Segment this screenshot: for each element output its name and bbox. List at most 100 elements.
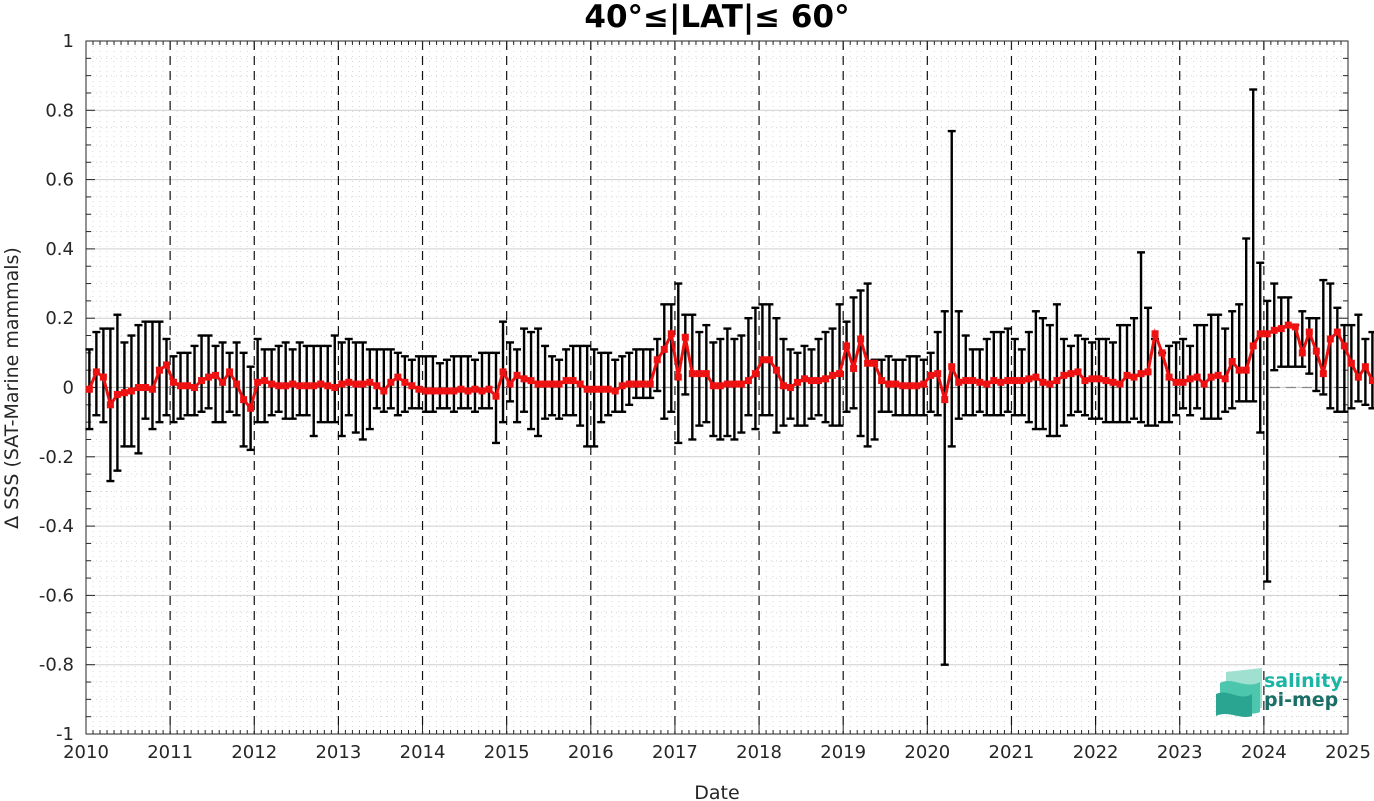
data-point (85, 385, 93, 393)
data-point (878, 377, 886, 385)
y-tick-label: 0.4 (45, 239, 74, 260)
data-point (1088, 375, 1096, 383)
data-point (1270, 326, 1278, 334)
x-tick-label: 2013 (315, 742, 361, 763)
data-point (359, 380, 367, 388)
data-point (758, 356, 766, 364)
data-point (1193, 373, 1201, 381)
data-point (934, 370, 942, 378)
x-tick-label: 2018 (736, 742, 782, 763)
data-point (177, 382, 185, 390)
data-point (709, 382, 717, 390)
data-point (169, 378, 177, 386)
data-point (618, 382, 626, 390)
data-point (205, 373, 213, 381)
data-point (1361, 363, 1369, 371)
data-point (955, 378, 963, 386)
data-point (394, 373, 402, 381)
data-point (401, 378, 409, 386)
data-point (1347, 359, 1355, 367)
data-point (380, 387, 388, 395)
data-point (464, 387, 472, 395)
data-point (906, 382, 914, 390)
x-tick-label: 2015 (484, 742, 530, 763)
data-point (1011, 377, 1019, 385)
data-point (632, 380, 640, 388)
data-point (317, 380, 325, 388)
data-point (457, 385, 465, 393)
data-point (730, 380, 738, 388)
data-point (569, 377, 577, 385)
data-point (1326, 335, 1334, 343)
data-point (1102, 377, 1110, 385)
data-point (1158, 349, 1166, 357)
data-point (1074, 368, 1082, 376)
data-point (1151, 330, 1159, 338)
data-point (1172, 378, 1180, 386)
data-point (506, 380, 514, 388)
data-point (113, 390, 121, 398)
y-tick-label: -0.6 (39, 585, 74, 606)
y-tick-label: -1 (56, 724, 74, 745)
data-point (1186, 375, 1194, 383)
data-point (604, 385, 612, 393)
data-point (639, 380, 647, 388)
data-point (120, 389, 128, 397)
data-point (1284, 321, 1292, 329)
data-point (1291, 323, 1299, 331)
data-point (1130, 373, 1138, 381)
data-point (681, 333, 689, 341)
data-point (941, 396, 949, 404)
chart-title: 40°≤|LAT|≤ 60° (584, 0, 849, 35)
data-point (997, 378, 1005, 386)
x-tick-label: 2016 (568, 742, 614, 763)
data-point (1137, 370, 1145, 378)
data-point (786, 384, 794, 391)
data-point (148, 385, 156, 393)
data-point (226, 368, 234, 376)
x-tick-label: 2019 (820, 742, 866, 763)
data-point (1340, 342, 1348, 350)
x-tick-label: 2023 (1157, 742, 1203, 763)
data-point (345, 378, 353, 386)
y-tick-label: 0.6 (45, 170, 74, 191)
data-point (198, 377, 206, 385)
data-point (1256, 330, 1264, 338)
data-point (520, 375, 528, 383)
data-point (822, 375, 830, 383)
y-tick-label: -0.2 (39, 447, 74, 468)
data-point (485, 385, 493, 393)
data-point (436, 387, 444, 395)
data-point (1242, 366, 1250, 374)
data-point (1214, 371, 1222, 379)
data-point (127, 387, 135, 395)
data-point (541, 380, 549, 388)
data-point (800, 375, 808, 383)
x-tick-label: 2014 (400, 742, 446, 763)
data-point (141, 384, 149, 391)
data-point (478, 387, 486, 395)
data-point (850, 364, 858, 372)
data-point (303, 382, 311, 390)
data-point (443, 387, 451, 395)
data-point (969, 377, 977, 385)
data-point (948, 363, 956, 371)
x-tick-labels: 2010 2011 2012 2013 2014 2015 2016 2017 2018 2019… (63, 742, 1371, 763)
data-point (373, 382, 381, 390)
data-point (920, 380, 928, 388)
data-point (1095, 375, 1103, 383)
data-point (625, 380, 633, 388)
data-point (261, 377, 269, 385)
data-point (1228, 358, 1236, 366)
y-axis-label: Δ SSS (SAT-Marine mammals) (1, 247, 23, 529)
data-point (1018, 377, 1026, 385)
data-point (836, 370, 844, 378)
data-point (429, 387, 437, 395)
data-point (695, 370, 703, 378)
data-point (162, 361, 170, 369)
data-point (492, 392, 500, 400)
data-point (1354, 373, 1362, 381)
y-tick-label: 0 (63, 378, 74, 399)
x-tick-label: 2011 (147, 742, 193, 763)
data-point (1067, 370, 1075, 378)
